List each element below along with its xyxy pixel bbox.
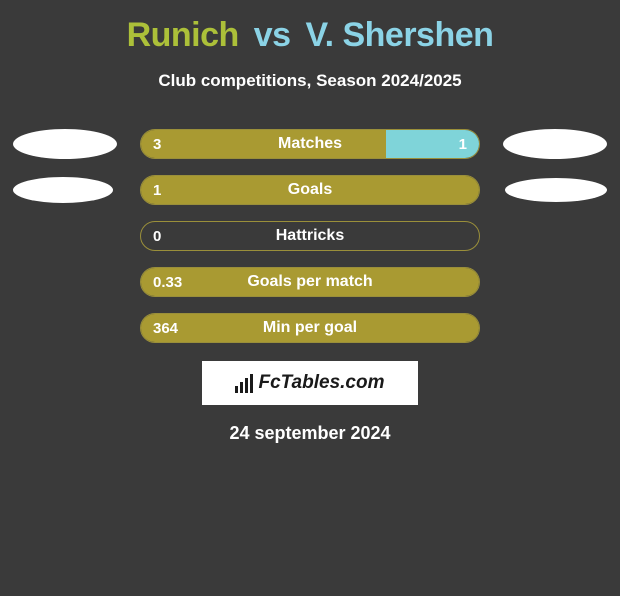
stat-bar-left-fill (141, 314, 479, 342)
stat-row: 364Min per goal (0, 313, 620, 343)
stat-row: 0Hattricks (0, 221, 620, 251)
club-badge-right (503, 129, 607, 159)
stat-value-left: 3 (153, 130, 161, 159)
stat-value-left: 0 (153, 222, 161, 251)
stat-row: 0.33Goals per match (0, 267, 620, 297)
logo-box: FcTables.com (202, 361, 418, 405)
club-badge-left (13, 177, 113, 203)
stat-bar-left-fill (141, 268, 479, 296)
subtitle: Club competitions, Season 2024/2025 (0, 71, 620, 91)
stat-bar-track: 1 (140, 175, 480, 205)
stat-bar-left-fill (141, 130, 386, 158)
stat-value-left: 1 (153, 176, 161, 205)
stat-value-right: 1 (459, 130, 467, 159)
logo-text: FcTables.com (258, 372, 384, 394)
title-vs: vs (248, 16, 297, 54)
stat-bar-left-fill (141, 176, 479, 204)
stat-rows: 31Matches1Goals0Hattricks0.33Goals per m… (0, 129, 620, 343)
club-badge-right (505, 178, 607, 202)
stat-row: 1Goals (0, 175, 620, 205)
stat-bar-track: 31 (140, 129, 480, 159)
logo-bars-icon (235, 374, 253, 393)
stat-value-left: 364 (153, 314, 178, 343)
comparison-title: Runich vs V. Shershen (0, 16, 620, 55)
stat-row: 31Matches (0, 129, 620, 159)
stat-value-left: 0.33 (153, 268, 182, 297)
stat-bar-track: 0.33 (140, 267, 480, 297)
date-label: 24 september 2024 (0, 423, 620, 444)
club-badge-left (13, 129, 117, 159)
fctables-logo: FcTables.com (235, 372, 384, 394)
player-left-name: Runich (127, 16, 239, 54)
stat-bar-track: 0 (140, 221, 480, 251)
stat-bar-track: 364 (140, 313, 480, 343)
player-right-name: V. Shershen (306, 16, 494, 54)
